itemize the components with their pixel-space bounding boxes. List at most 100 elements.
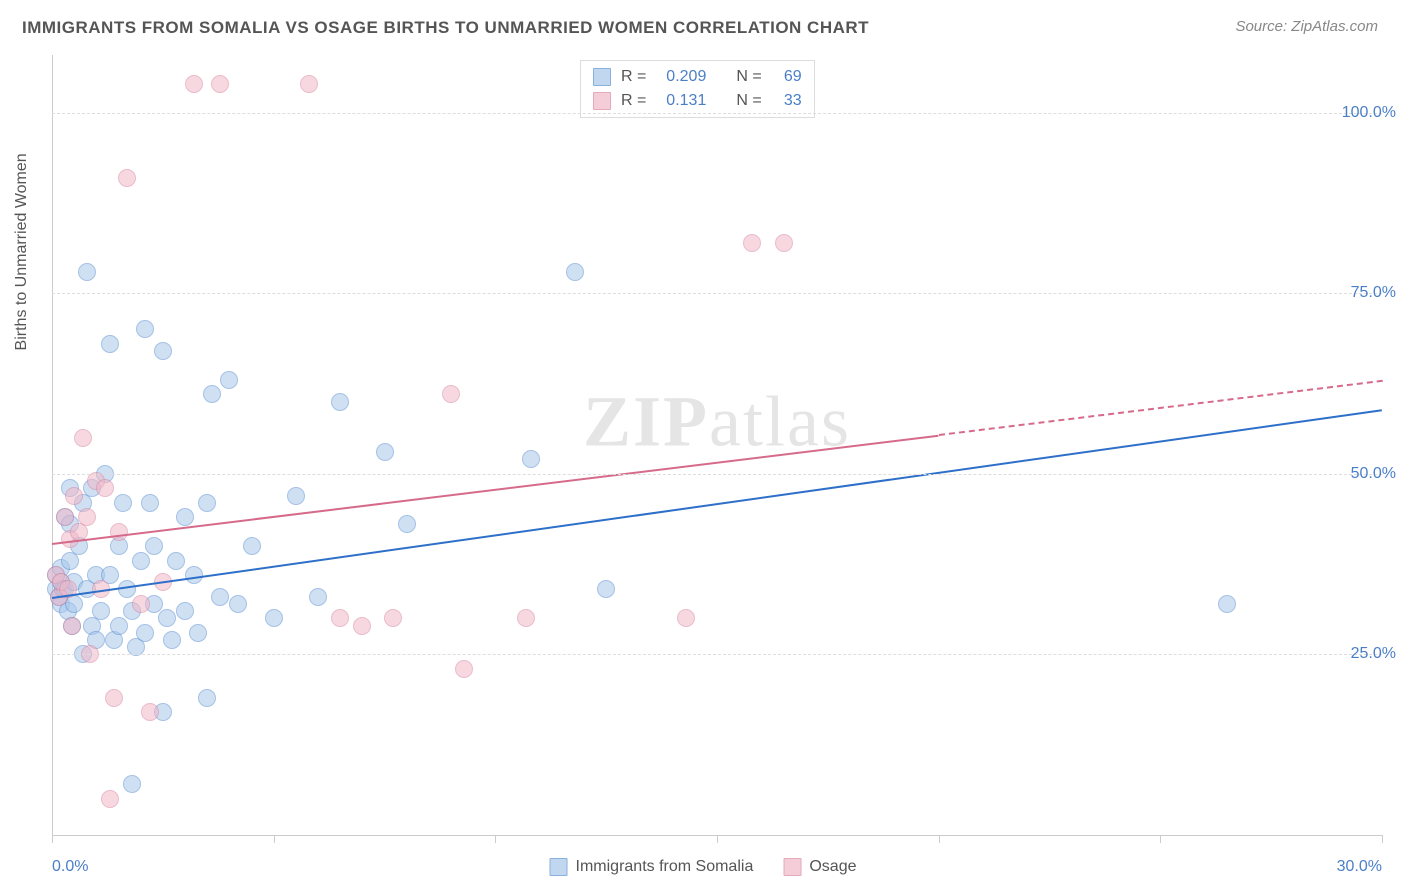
- r-value: 0.131: [656, 89, 706, 113]
- data-point: [331, 393, 349, 411]
- data-point: [141, 494, 159, 512]
- gridline: [52, 474, 1382, 475]
- data-point: [167, 552, 185, 570]
- data-point: [331, 609, 349, 627]
- data-point: [309, 588, 327, 606]
- data-point: [118, 169, 136, 187]
- y-tick-label: 75.0%: [1351, 284, 1396, 302]
- series-legend: Immigrants from Somalia Osage: [550, 858, 857, 876]
- legend-row: R =0.209N =69: [593, 65, 802, 89]
- data-point: [158, 609, 176, 627]
- data-point: [114, 494, 132, 512]
- data-point: [211, 75, 229, 93]
- y-axis-title: Births to Unmarried Women: [13, 153, 31, 350]
- data-point: [132, 552, 150, 570]
- data-point: [176, 602, 194, 620]
- data-point: [136, 320, 154, 338]
- x-tick: [717, 835, 718, 843]
- legend-item: Osage: [783, 858, 856, 876]
- legend-swatch: [550, 858, 568, 876]
- legend-swatch: [593, 92, 611, 110]
- data-point: [265, 609, 283, 627]
- data-point: [398, 515, 416, 533]
- data-point: [743, 234, 761, 252]
- data-point: [566, 263, 584, 281]
- data-point: [110, 523, 128, 541]
- data-point: [287, 487, 305, 505]
- r-value: 0.209: [656, 65, 706, 89]
- data-point: [198, 494, 216, 512]
- data-point: [229, 595, 247, 613]
- r-label: R =: [621, 89, 646, 113]
- data-point: [163, 631, 181, 649]
- data-point: [141, 703, 159, 721]
- legend-swatch: [783, 858, 801, 876]
- data-point: [145, 537, 163, 555]
- r-label: R =: [621, 65, 646, 89]
- trend-line: [939, 380, 1383, 436]
- data-point: [1218, 595, 1236, 613]
- data-point: [105, 689, 123, 707]
- data-point: [353, 617, 371, 635]
- x-tick-label: 30.0%: [1337, 858, 1382, 876]
- data-point: [176, 508, 194, 526]
- gridline: [52, 113, 1382, 114]
- x-tick-label: 0.0%: [52, 858, 88, 876]
- data-point: [211, 588, 229, 606]
- data-point: [300, 75, 318, 93]
- data-point: [123, 775, 141, 793]
- trend-line: [52, 409, 1382, 599]
- data-point: [203, 385, 221, 403]
- x-tick: [1382, 835, 1383, 843]
- n-value: 33: [772, 89, 802, 113]
- trend-line: [52, 434, 939, 544]
- data-point: [384, 609, 402, 627]
- source-attribution: Source: ZipAtlas.com: [1235, 18, 1378, 35]
- data-point: [154, 342, 172, 360]
- data-point: [96, 479, 114, 497]
- x-tick: [495, 835, 496, 843]
- data-point: [101, 335, 119, 353]
- y-tick-label: 50.0%: [1351, 465, 1396, 483]
- data-point: [78, 508, 96, 526]
- data-point: [101, 790, 119, 808]
- x-tick: [939, 835, 940, 843]
- data-point: [185, 75, 203, 93]
- data-point: [455, 660, 473, 678]
- y-tick-label: 100.0%: [1342, 104, 1396, 122]
- data-point: [597, 580, 615, 598]
- x-tick: [52, 835, 53, 843]
- data-point: [78, 263, 96, 281]
- gridline: [52, 654, 1382, 655]
- data-point: [56, 508, 74, 526]
- data-point: [198, 689, 216, 707]
- data-point: [522, 450, 540, 468]
- data-point: [220, 371, 238, 389]
- legend-swatch: [593, 68, 611, 86]
- data-point: [110, 617, 128, 635]
- chart-container: IMMIGRANTS FROM SOMALIA VS OSAGE BIRTHS …: [0, 0, 1406, 892]
- gridline: [52, 293, 1382, 294]
- data-point: [376, 443, 394, 461]
- y-tick-label: 25.0%: [1351, 645, 1396, 663]
- data-point: [677, 609, 695, 627]
- n-label: N =: [736, 89, 761, 113]
- plot-area: ZIPatlas: [52, 55, 1382, 835]
- x-tick: [1160, 835, 1161, 843]
- correlation-legend: R =0.209N =69R =0.131N =33: [580, 60, 815, 118]
- legend-label: Immigrants from Somalia: [576, 858, 754, 876]
- data-point: [92, 602, 110, 620]
- chart-title: IMMIGRANTS FROM SOMALIA VS OSAGE BIRTHS …: [22, 18, 869, 38]
- data-point: [517, 609, 535, 627]
- data-point: [65, 487, 83, 505]
- x-tick: [274, 835, 275, 843]
- data-point: [63, 617, 81, 635]
- legend-item: Immigrants from Somalia: [550, 858, 754, 876]
- data-point: [132, 595, 150, 613]
- data-point: [74, 429, 92, 447]
- legend-label: Osage: [809, 858, 856, 876]
- data-point: [189, 624, 207, 642]
- legend-row: R = 0.131 N = 33: [593, 89, 802, 113]
- n-label: N =: [736, 65, 761, 89]
- data-point: [136, 624, 154, 642]
